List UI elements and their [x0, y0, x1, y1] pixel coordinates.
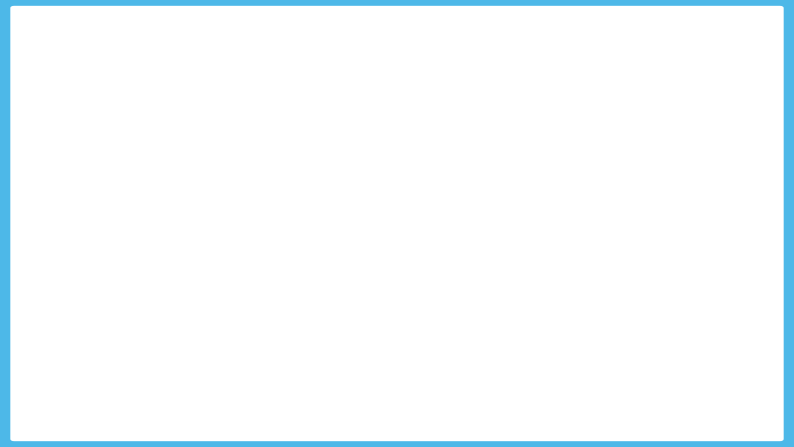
Bar	[545, 238, 644, 252]
Text: 3cm: 3cm	[507, 201, 528, 223]
Text: 3cm: 3cm	[275, 176, 307, 191]
Circle shape	[121, 68, 127, 75]
Text: 算一算：每两边之和与第三边的关系: 算一算：每两边之和与第三边的关系	[121, 96, 321, 116]
Text: 3cm: 3cm	[499, 194, 515, 217]
Text: 第（3）组不能摄成三角形。: 第（3）组不能摄成三角形。	[272, 333, 427, 351]
Text: ( 3 ): ( 3 )	[185, 195, 222, 213]
Polygon shape	[150, 336, 184, 363]
Bar	[569, 237, 619, 248]
Bar	[243, 147, 340, 160]
Bar	[446, 238, 545, 252]
Ellipse shape	[151, 255, 183, 274]
Text: 3cm: 3cm	[590, 193, 599, 214]
Bar	[446, 233, 644, 238]
Polygon shape	[214, 328, 229, 346]
FancyBboxPatch shape	[148, 288, 187, 338]
FancyBboxPatch shape	[221, 312, 478, 371]
Text: 3cm: 3cm	[575, 194, 590, 217]
Bar	[470, 237, 521, 248]
Circle shape	[150, 257, 184, 291]
Text: 3cm: 3cm	[275, 126, 307, 141]
Text: 3cm: 3cm	[463, 201, 484, 223]
Text: 3cm: 3cm	[607, 201, 627, 223]
Text: 6cm: 6cm	[527, 266, 563, 284]
Text: 6cm: 6cm	[323, 226, 356, 241]
Circle shape	[115, 63, 133, 80]
Text: 3cm: 3cm	[476, 194, 491, 217]
Circle shape	[118, 65, 130, 77]
Text: 3cm: 3cm	[561, 201, 582, 223]
Text: 新知探究: 新知探究	[140, 62, 179, 80]
Text: 3cm: 3cm	[491, 193, 500, 214]
FancyBboxPatch shape	[108, 58, 227, 85]
Text: 3cm: 3cm	[599, 194, 614, 217]
Bar	[243, 247, 437, 261]
Bar	[243, 197, 340, 211]
